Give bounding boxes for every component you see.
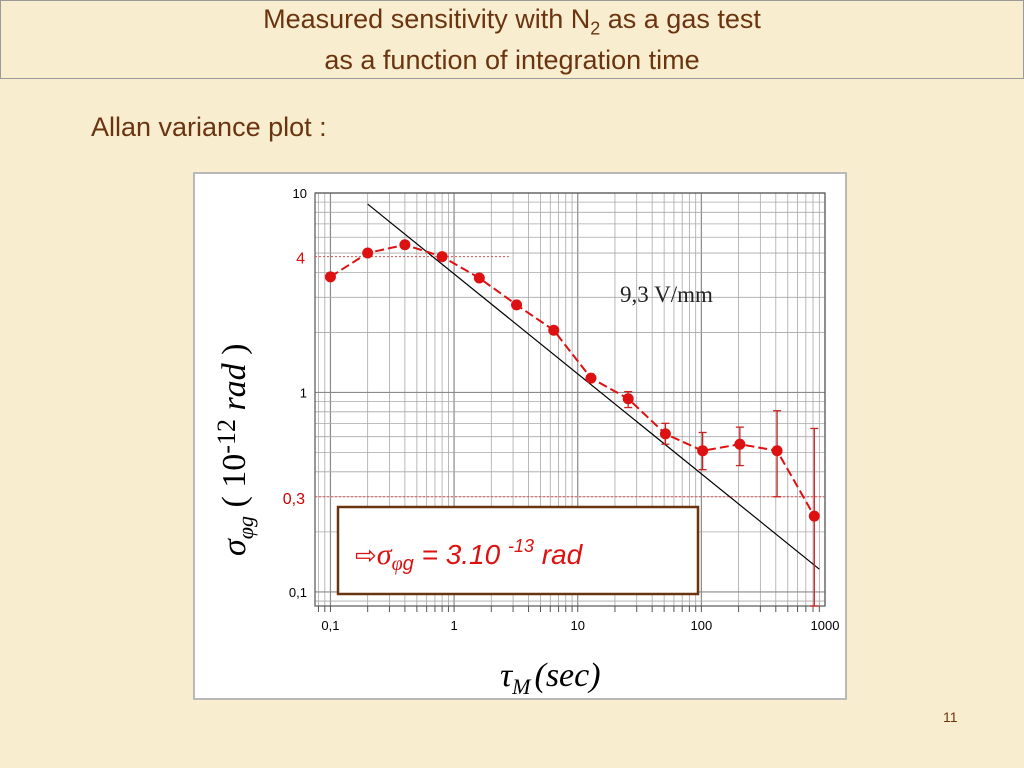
title-box xyxy=(0,0,1024,79)
fit-line xyxy=(367,203,820,570)
slide-title-line-1: Measured sensitivity with N2 as a gas te… xyxy=(263,4,761,39)
y-tick-label: 0,1 xyxy=(289,585,307,600)
callout-text: ⇨σφg = 3.10 -13 rad xyxy=(355,536,584,575)
data-point xyxy=(808,510,820,522)
data-point xyxy=(622,393,634,405)
x-tick-label: 1 xyxy=(450,618,457,633)
data-point xyxy=(399,239,411,251)
data-point xyxy=(511,299,523,311)
reference-label: 0,3 xyxy=(283,491,305,508)
x-tick-label: 100 xyxy=(691,618,713,633)
allan-variance-figure: 0,1 1 10 100 1000 0,1 1 10 4 0,3 9,3 V/mm ⇨σφg = 3.… xyxy=(193,172,847,700)
field-annotation: 9,3 V/mm xyxy=(620,282,713,307)
x-axis-label: τM (sec) xyxy=(500,657,601,698)
data-point xyxy=(436,251,448,263)
callout-box xyxy=(336,505,700,596)
allan-variance-plot: 0,1 1 10 100 1000 0,1 1 10 4 0,3 9,3 V/mm ⇨σφg = 3.… xyxy=(212,186,840,698)
x-tick-label: 10 xyxy=(570,618,584,633)
subtitle: Allan variance plot : xyxy=(91,112,327,142)
y-axis-label: σφg ( 10-12 rad ) xyxy=(212,343,258,556)
slide-title-line-2: as a function of integration time xyxy=(324,45,700,75)
data-point xyxy=(362,247,374,259)
data-point xyxy=(734,438,746,450)
data-point xyxy=(324,271,336,283)
plot-frame xyxy=(314,192,826,607)
data-point xyxy=(548,324,560,336)
data-point xyxy=(473,272,485,284)
data-point xyxy=(771,445,783,457)
data-point xyxy=(659,428,671,440)
x-tick-label: 1000 xyxy=(811,618,840,633)
data-point xyxy=(585,372,597,384)
x-tick-label: 0,1 xyxy=(321,618,339,633)
data-point xyxy=(697,445,709,457)
y-tick-label: 10 xyxy=(293,186,307,201)
y-tick-label: 1 xyxy=(300,385,307,400)
series-line xyxy=(329,243,816,517)
reference-label: 4 xyxy=(296,251,305,268)
page-number: 11 xyxy=(943,709,958,725)
